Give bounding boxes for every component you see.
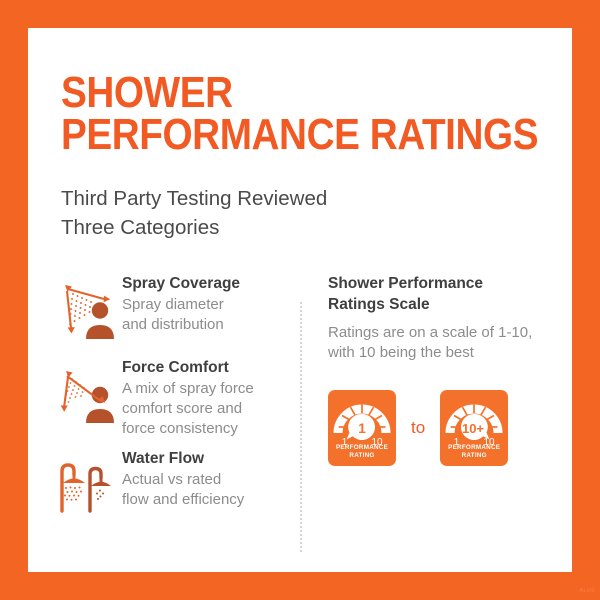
- desc-line: Spray diameter: [122, 296, 224, 314]
- rating-badge-high: 10+ 1 10 PERFORMANCE RATING: [440, 390, 509, 467]
- rating-badge-row: 1 1 10 PERFORMANCE RATING to: [328, 390, 558, 467]
- desc-line: and distribution: [122, 316, 224, 334]
- scale-desc-line-2: with 10 being the best: [328, 344, 474, 362]
- page-subtitle-line-2: Three Categories: [61, 216, 220, 240]
- page-title-line-1: SHOWER: [61, 68, 233, 117]
- desc-line: flow and efficiency: [122, 491, 245, 509]
- badge-label-line-2: RATING: [461, 451, 487, 459]
- page-title-line-2: PERFORMANCE RATINGS: [61, 109, 539, 159]
- badge-label-line-2: RATING: [349, 451, 375, 459]
- list-item-title: Force Comfort: [122, 359, 229, 376]
- status-badge: PERFORMANCE RATING: [440, 444, 508, 459]
- list-item-text: Spray Coverage Spray diameter and distri…: [122, 274, 296, 335]
- gauge-max-label: 10: [484, 437, 496, 446]
- page-subtitle: Third Party Testing Reviewed Three Categ…: [61, 184, 531, 242]
- list-item-text: Water Flow Actual vs rated flow and effi…: [122, 449, 296, 510]
- desc-line: comfort score and: [122, 400, 243, 418]
- gauge-min-label: 1: [454, 437, 460, 446]
- two-shower-heads-water-flow-icon: [60, 463, 111, 513]
- water-flow-icon-wrap: [56, 449, 122, 522]
- list-item-title: Water Flow: [122, 449, 205, 467]
- gauge-max-label: 10: [371, 437, 383, 446]
- gauge-value: 10+: [462, 421, 484, 436]
- desc-line: Actual vs rated: [122, 471, 222, 489]
- desc-line: force consistency: [122, 420, 238, 438]
- badge-label-line-1: PERFORMANCE: [335, 444, 389, 451]
- spray-coverage-icon-wrap: [56, 274, 122, 347]
- page-title: SHOWER PERFORMANCE RATINGS: [61, 68, 561, 159]
- desc-line: A mix of spray force: [122, 380, 254, 398]
- list-item-title: Spray Coverage: [122, 275, 241, 292]
- column-divider: [300, 302, 302, 552]
- performance-gauge-icon: 1 1 10: [333, 404, 391, 448]
- list-item-description: Actual vs rated flow and efficiency: [122, 470, 296, 510]
- list-item-description: Spray diameter and distribution: [122, 295, 296, 335]
- scale-connector-text: to: [411, 418, 426, 438]
- page-subtitle-line-1: Third Party Testing Reviewed: [61, 187, 328, 210]
- performance-gauge-icon: 10+ 1 10: [445, 404, 503, 448]
- ratings-scale-description: Ratings are on a scale of 1-10, with 10 …: [328, 323, 558, 364]
- infographic-card: SHOWER PERFORMANCE RATINGS Third Party T…: [28, 28, 572, 572]
- shower-force-comfort-person-icon: [60, 371, 114, 423]
- status-badge: PERFORMANCE RATING: [328, 444, 396, 459]
- badge-label-line-1: PERFORMANCE: [448, 444, 501, 451]
- scale-desc-line-1: Ratings are on a scale of 1-10,: [328, 323, 533, 341]
- force-comfort-icon-wrap: [56, 358, 122, 431]
- ratings-scale-title: Shower Performance Ratings Scale: [328, 274, 558, 316]
- category-list: Spray Coverage Spray diameter and distri…: [56, 274, 296, 533]
- watermark-text: ALHS: [579, 588, 595, 595]
- rating-badge-low: 1 1 10 PERFORMANCE RATING: [328, 390, 396, 467]
- list-item: Spray Coverage Spray diameter and distri…: [56, 274, 296, 348]
- list-item-description: A mix of spray force comfort score and f…: [122, 379, 296, 439]
- scale-title-line-2: Ratings Scale: [328, 295, 430, 313]
- list-item: Water Flow Actual vs rated flow and effi…: [56, 449, 296, 523]
- list-item-text: Force Comfort A mix of spray force comfo…: [122, 358, 296, 439]
- gauge-value: 1: [358, 421, 366, 436]
- scale-title-line-1: Shower Performance: [328, 275, 484, 292]
- ratings-scale-panel: Shower Performance Ratings Scale Ratings…: [328, 274, 558, 467]
- list-item: Force Comfort A mix of spray force comfo…: [56, 358, 296, 439]
- watermark-line-1: ALHS: [579, 588, 595, 595]
- shower-spray-coverage-person-icon: [65, 285, 114, 339]
- gauge-min-label: 1: [342, 437, 348, 446]
- content-columns: Spray Coverage Spray diameter and distri…: [28, 274, 572, 564]
